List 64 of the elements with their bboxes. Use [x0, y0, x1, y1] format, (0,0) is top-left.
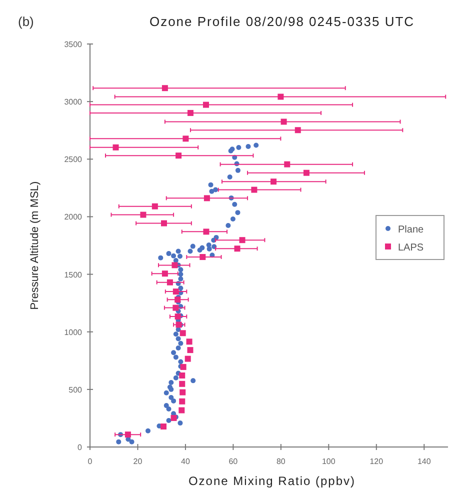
y-axis-title: Pressure Altitude (m MSL) [29, 181, 41, 310]
y-tick-label: 1000 [64, 328, 83, 337]
point [278, 94, 284, 100]
point [284, 161, 290, 168]
y-tick-label: 1500 [64, 270, 83, 280]
y-tick-label: 2500 [64, 155, 83, 164]
point [160, 424, 167, 430]
x-tick-label: 140 [417, 457, 432, 466]
y-tick-label: 3500 [64, 40, 83, 49]
y-tick-label: 500 [68, 385, 83, 394]
x-tick-label: 120 [370, 457, 384, 466]
point [160, 220, 167, 226]
point [203, 228, 210, 235]
point [280, 118, 287, 125]
point [180, 330, 186, 336]
point [172, 262, 178, 268]
x-tick-label: 0 [88, 457, 93, 466]
point [186, 338, 192, 345]
point [172, 288, 179, 295]
y-tick-label: 0 [78, 443, 83, 452]
point [182, 136, 189, 142]
point [152, 203, 158, 210]
point [140, 212, 146, 218]
legend-label: LAPS [398, 242, 424, 254]
point [166, 279, 173, 286]
legend-label: Plane [398, 224, 424, 236]
point [294, 127, 301, 134]
point [251, 186, 258, 193]
point [124, 432, 131, 438]
point [172, 304, 179, 311]
point [178, 407, 185, 414]
point [187, 347, 194, 354]
x-tick-label: 40 [181, 457, 190, 466]
point [176, 152, 182, 159]
point [162, 270, 168, 277]
point [174, 314, 181, 320]
point [303, 170, 310, 176]
y-tick-label: 3000 [64, 98, 83, 107]
point [200, 254, 206, 260]
point [202, 102, 209, 108]
x-tick-label: 20 [133, 457, 143, 466]
point [239, 237, 246, 244]
point [234, 246, 240, 252]
point [204, 195, 210, 202]
text: (b) [18, 14, 34, 29]
point [179, 372, 186, 378]
point [270, 178, 277, 185]
y-tick-label: 2000 [64, 212, 83, 222]
point [180, 364, 186, 370]
point [180, 389, 186, 396]
point [162, 85, 168, 92]
point [112, 144, 119, 150]
point [179, 398, 186, 404]
chart-title: Ozone Profile 08/20/98 0245-0335 UTC [149, 14, 415, 29]
point [187, 110, 194, 116]
x-tick-label: 60 [228, 457, 238, 466]
x-axis-title: Ozone Mixing Ratio (ppbv) [188, 474, 356, 488]
point [179, 380, 186, 387]
x-tick-label: 80 [276, 457, 286, 466]
point [184, 356, 191, 362]
x-tick-label: 100 [322, 457, 336, 466]
point [170, 414, 177, 421]
point [174, 296, 181, 303]
point [176, 322, 182, 328]
